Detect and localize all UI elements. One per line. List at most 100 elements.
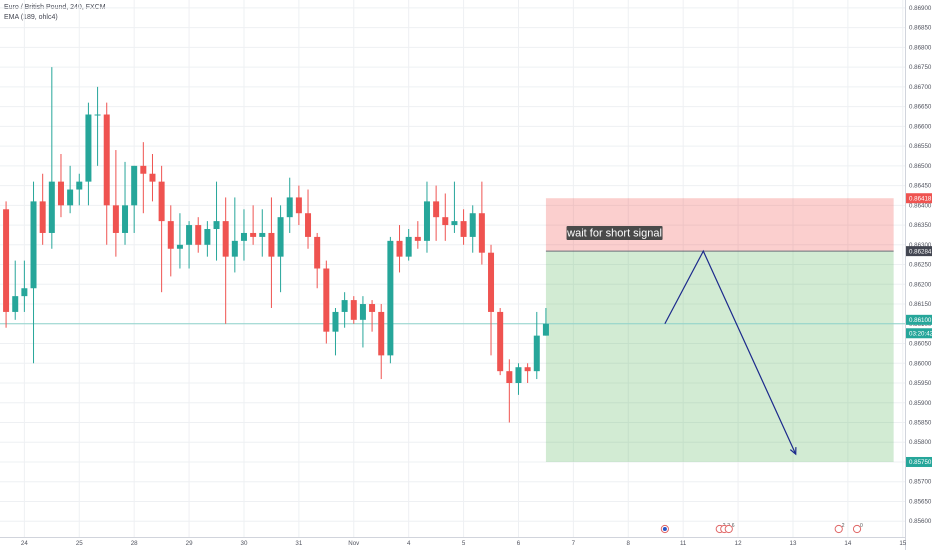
candle-body (186, 225, 193, 245)
candle-body (542, 323, 549, 336)
candle-body (167, 221, 174, 249)
candle-body (305, 213, 312, 237)
time-tick-label: 31 (295, 540, 302, 547)
time-tick-label: 13 (790, 540, 797, 547)
candle-body (460, 221, 467, 237)
price-tick-label: 0.85700 (909, 479, 932, 486)
candle-body (176, 244, 183, 249)
projection-path (664, 249, 797, 456)
annotation-text: wait for short signal (566, 227, 662, 239)
candle-body (12, 296, 19, 312)
price-tick-label: 0.86200 (909, 281, 932, 288)
annotation: wait for short signal (566, 225, 663, 240)
candle-body (268, 232, 275, 257)
candle-body (506, 371, 513, 384)
candle-body (314, 236, 321, 269)
price-tags: 0.86418 0.86284 0.86100 03:20:42 0.85750 (906, 193, 932, 467)
time-tick-label: 29 (186, 540, 193, 547)
take-profit-zone (545, 251, 894, 462)
candle-body (30, 201, 37, 289)
price-tick-label: 0.86800 (909, 44, 932, 51)
price-tick-label: 0.86600 (909, 123, 932, 130)
time-tick-label: 15 (899, 540, 906, 547)
candle-body (433, 201, 440, 218)
candle-body (67, 189, 74, 206)
candle-body (332, 311, 339, 332)
event-marker (834, 524, 843, 534)
price-tick-label: 0.85800 (909, 439, 932, 446)
time-tick-label: 5 (462, 540, 466, 547)
price-tick-label: 0.86000 (909, 360, 932, 367)
candle-body (204, 229, 211, 245)
price-tag (906, 246, 932, 257)
time-tick-label: 8 (627, 540, 631, 547)
candle-body (94, 114, 101, 116)
price-tick-label: 0.86900 (909, 5, 932, 12)
candle-body (76, 181, 83, 190)
time-tick-label: 11 (680, 540, 687, 547)
time-tick-label: 30 (241, 540, 248, 547)
time-tick-label: Nov (348, 540, 360, 547)
time-tick-label: 7 (572, 540, 576, 547)
candle-body (48, 181, 55, 233)
candle-body (359, 304, 366, 320)
candle-body (524, 367, 531, 372)
candle-body (405, 236, 412, 257)
candle-body (423, 201, 430, 241)
price-tick-label: 0.86700 (909, 84, 932, 91)
candle-body (240, 232, 247, 241)
price-tick-label: 0.86650 (909, 104, 932, 111)
candle-body (250, 232, 257, 237)
candle-body (350, 300, 357, 320)
time-tick-label: 28 (131, 540, 138, 547)
price-tick-label: 0.86400 (909, 202, 932, 209)
candle-body (341, 300, 348, 312)
candle-body (85, 114, 92, 182)
price-tick-label: 0.85900 (909, 400, 932, 407)
event-count: 2 (842, 523, 845, 529)
event-markers: 226205 (660, 523, 932, 534)
price-tick-label: 0.86500 (909, 163, 932, 170)
candle-body (131, 165, 138, 206)
time-tick-label: 4 (407, 540, 411, 547)
time-tick-label: 6 (517, 540, 521, 547)
time-tick-label: 14 (844, 540, 851, 547)
price-tag-label: 0.86418 (909, 195, 932, 202)
price-tick-label: 0.86850 (909, 25, 932, 32)
ema-indicator-label: EMA (189, ohlc4) (4, 14, 58, 21)
candle-body (533, 335, 540, 372)
candle-body (57, 181, 64, 206)
stop-loss-zone (545, 198, 894, 252)
candle-body (213, 221, 220, 230)
candle-body (323, 268, 330, 332)
price-tick-label: 0.86250 (909, 262, 932, 269)
candle-body (515, 367, 522, 384)
price-tick-label: 0.85850 (909, 419, 932, 426)
candle-body (112, 205, 119, 233)
candle-body (286, 197, 293, 218)
candle-body (378, 311, 385, 356)
price-tag-label: 0.86284 (909, 248, 932, 255)
price-axis-bg (905, 0, 932, 550)
event-count: 6 (732, 523, 735, 529)
candle-body (259, 232, 266, 237)
price-tick-label: 0.86150 (909, 301, 932, 308)
candles (3, 67, 549, 423)
price-tick-label: 0.86350 (909, 222, 932, 229)
event-marker (852, 524, 862, 534)
price-tag-label: 03:20:42 (909, 330, 932, 337)
candle-body (497, 311, 504, 372)
candle-body (231, 240, 238, 257)
candle-body (369, 304, 376, 312)
price-tick-label: 0.86750 (909, 64, 932, 71)
time-tick-label: 24 (21, 540, 28, 547)
price-tag (906, 456, 932, 467)
time-tick-label: 12 (735, 540, 742, 547)
candle-body (195, 225, 202, 245)
price-tag (906, 314, 932, 325)
price-tick-label: 0.85950 (909, 380, 932, 387)
projection-arrow-line (664, 249, 797, 455)
candle-body (469, 213, 476, 237)
event-dot (662, 527, 667, 531)
